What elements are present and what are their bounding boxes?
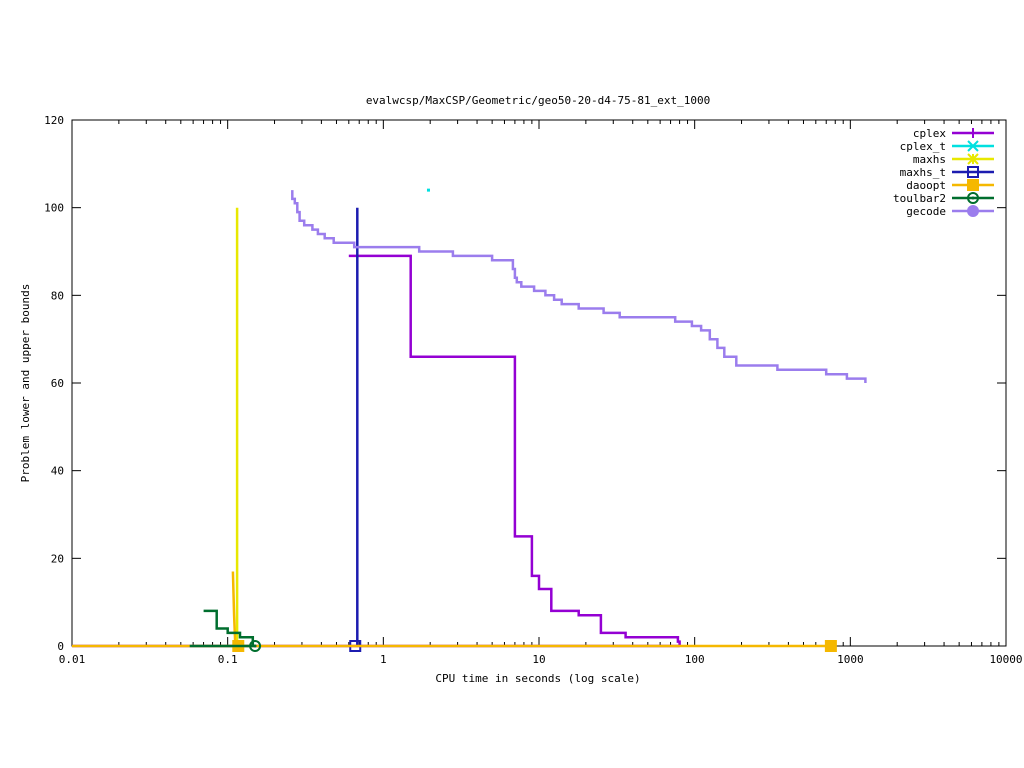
legend-item-maxhs-t: maxhs_t <box>900 166 994 179</box>
series-cplex-t <box>426 188 430 192</box>
series-cplex <box>72 254 681 648</box>
legend-item-gecode: gecode <box>906 205 994 218</box>
legend-marker <box>967 192 979 204</box>
y-tick-label: 40 <box>51 465 64 478</box>
legend-marker <box>967 166 979 178</box>
series-gecode <box>291 190 867 383</box>
y-tick-label: 120 <box>44 114 64 127</box>
chart-title: evalwcsp/MaxCSP/Geometric/geo50-20-d4-75… <box>366 94 710 107</box>
legend-item-maxhs: maxhs <box>913 153 994 166</box>
series-daoopt <box>72 571 837 652</box>
legend-marker <box>967 153 979 165</box>
y-tick-label: 80 <box>51 289 64 302</box>
y-tick-label: 60 <box>51 377 64 390</box>
series-toulbar2-upper-bound-line <box>203 609 255 646</box>
axis-ticks: 0.01 0.1 1 10 100 1000 10000 0 20 40 60 80 100 120 <box>44 114 1022 666</box>
legend-marker <box>967 140 979 152</box>
series-layer <box>72 188 867 652</box>
y-tick-label: 100 <box>44 202 64 215</box>
legend-label: daoopt <box>906 179 946 192</box>
legend-marker <box>967 179 979 191</box>
x-tick-label: 10000 <box>989 653 1022 666</box>
series-toulbar2-marker <box>249 640 262 652</box>
series-gecode-upper-bound-line <box>291 190 867 383</box>
x-axis-label: CPU time in seconds (log scale) <box>435 672 640 685</box>
legend-marker <box>968 128 978 138</box>
x-tick-label: 10 <box>532 653 545 666</box>
legend-marker <box>967 205 979 217</box>
x-tick-label: 1 <box>380 653 387 666</box>
legend-label: cplex_t <box>900 140 946 153</box>
y-tick-label: 0 <box>57 640 64 653</box>
x-tick-label: 100 <box>685 653 705 666</box>
legend-label: toulbar2 <box>893 192 946 205</box>
y-tick-label: 20 <box>51 552 64 565</box>
legend-item-cplex-t: cplex_t <box>900 140 994 153</box>
series-toulbar2 <box>189 609 262 652</box>
legend-item-toulbar2: toulbar2 <box>893 192 994 205</box>
series-maxhs-t <box>349 207 362 652</box>
legend-label: gecode <box>906 205 946 218</box>
legend-item-daoopt: daoopt <box>906 179 994 192</box>
y-axis-label: Problem lower and upper bounds <box>19 284 32 483</box>
legend-label: maxhs <box>913 153 946 166</box>
series-cplex-t-point <box>426 188 430 192</box>
legend-label: maxhs_t <box>900 166 946 179</box>
series-daoopt-upper-bound-line <box>231 571 237 647</box>
x-tick-label: 0.1 <box>218 653 238 666</box>
legend: cplexcplex_tmaxhsmaxhs_tdaoopttoulbar2ge… <box>893 127 994 218</box>
series-cplex-upper-bound-line <box>348 254 681 646</box>
series-daoopt-marker <box>824 640 837 652</box>
x-tick-label: 0.01 <box>59 653 86 666</box>
legend-label: cplex <box>913 127 946 140</box>
legend-item-cplex: cplex <box>913 127 994 140</box>
x-tick-label: 1000 <box>837 653 864 666</box>
